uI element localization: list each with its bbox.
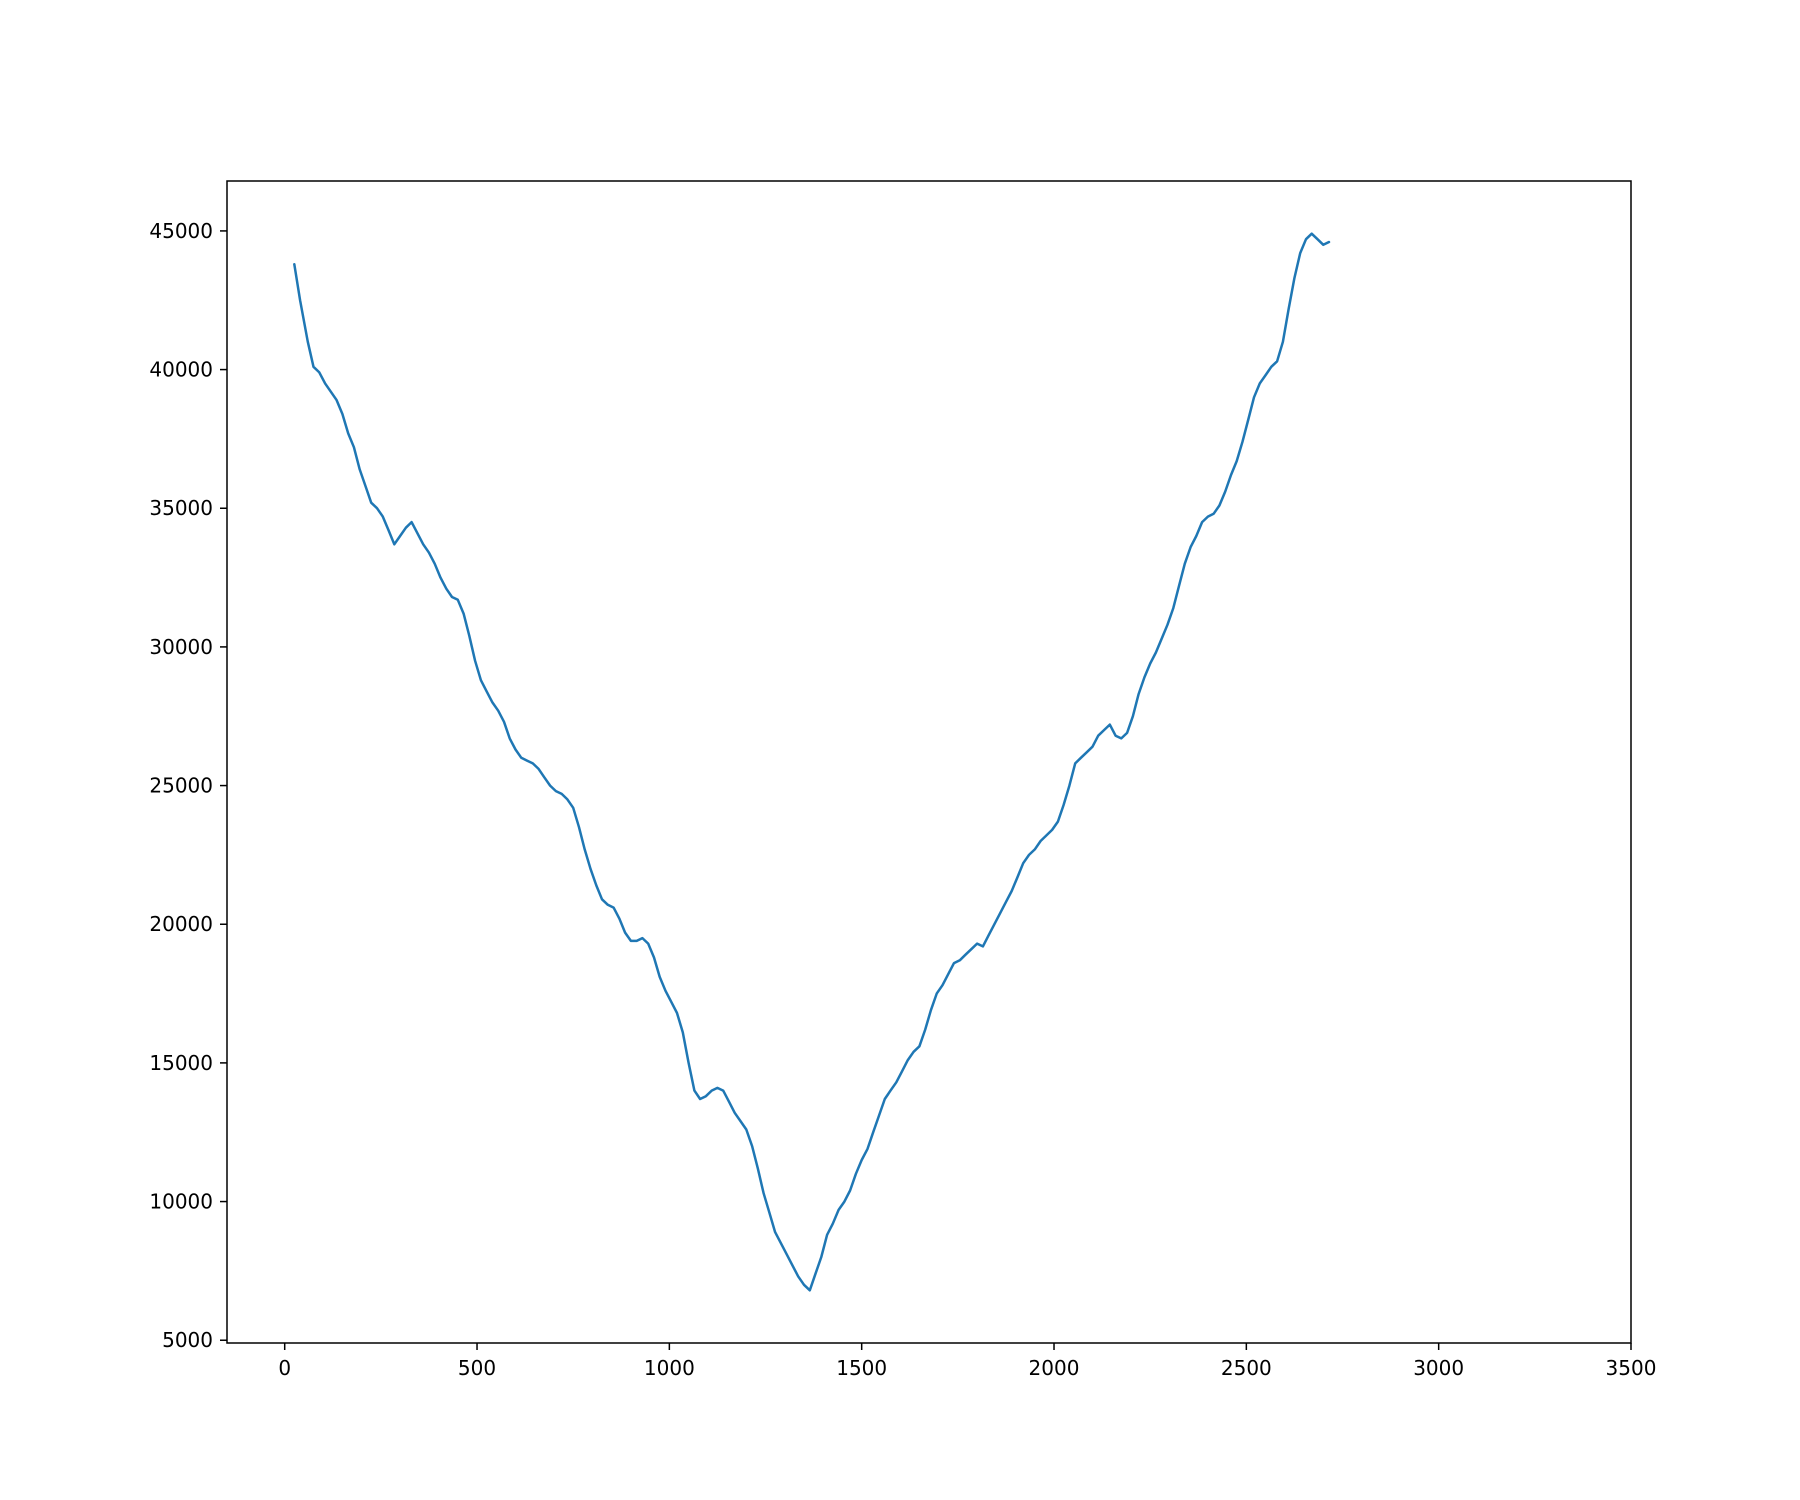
plot-area-frame: [226, 180, 1632, 1344]
x-tick-label: 1500: [836, 1356, 887, 1380]
x-tick-label: 2500: [1221, 1356, 1272, 1380]
y-tick-label: 25000: [149, 774, 213, 798]
y-tick-label: 20000: [149, 912, 213, 936]
x-tick-label: 3000: [1413, 1356, 1464, 1380]
y-tick-label: 35000: [149, 496, 213, 520]
y-tick-label: 30000: [149, 635, 213, 659]
y-axis-ticks: 5000 10000 15000 20000 25000 30000 35000 40000 4…: [149, 219, 227, 1352]
x-tick-label: 0: [278, 1356, 291, 1380]
y-tick-label: 45000: [149, 219, 213, 243]
x-tick-label: 3500: [1606, 1356, 1657, 1380]
x-axis-ticks: 0 500 1000 1500 2000 2500 3000 3500: [278, 1343, 1656, 1380]
data-series-line: [293, 232, 1331, 1292]
x-tick-label: 2000: [1029, 1356, 1080, 1380]
y-tick-label: 10000: [149, 1190, 213, 1214]
x-tick-label: 500: [458, 1356, 496, 1380]
y-tick-label: 5000: [162, 1328, 213, 1352]
x-tick-label: 1000: [644, 1356, 695, 1380]
y-tick-label: 15000: [149, 1051, 213, 1075]
y-tick-label: 40000: [149, 358, 213, 382]
